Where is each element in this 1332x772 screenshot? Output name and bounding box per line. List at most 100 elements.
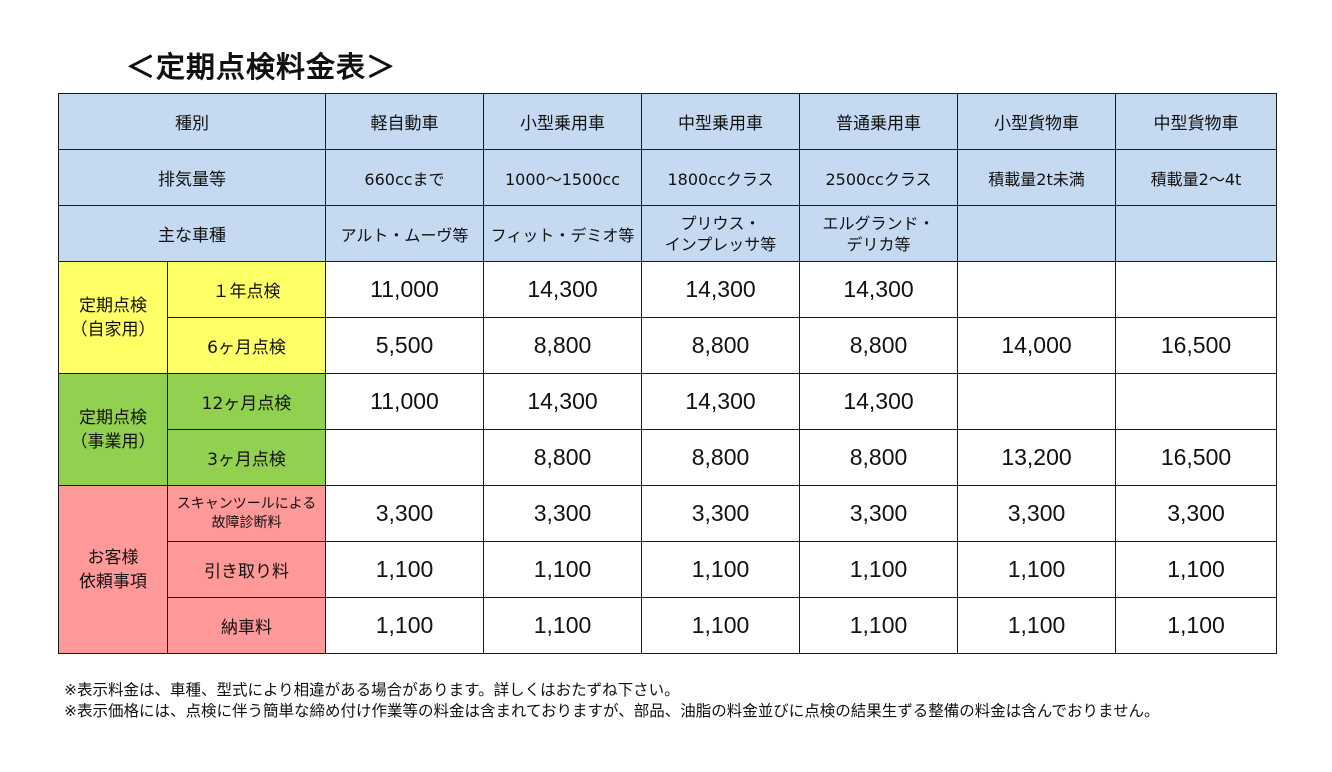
fee-table: 種別 軽自動車 小型乗用車 中型乗用車 普通乗用車 小型貨物車 中型貨物車 排気…: [58, 93, 1277, 654]
models-text-line1: エルグランド・: [822, 213, 935, 233]
group-line2: 依頼事項: [79, 571, 147, 592]
group-line1: 定期点検: [79, 407, 147, 428]
price-cell: 14,300: [483, 373, 642, 430]
group-label-private: 定期点検 （自家用）: [58, 261, 168, 374]
table-row: 引き取り料 1,100 1,100 1,100 1,100 1,100 1,10…: [59, 541, 1277, 598]
table-row: 定期点検 （自家用） １年点検 11,000 14,300 14,300 14,3…: [58, 261, 1277, 374]
row-label: スキャンツールによる 故障診断料: [167, 485, 326, 542]
price-cell: 1,100: [1115, 597, 1277, 654]
price-cell: 1,100: [483, 597, 642, 654]
col-displacement: 積載量2t未満: [957, 149, 1116, 206]
price-cell: [1115, 373, 1277, 430]
price-cell: 1,100: [641, 597, 800, 654]
models-text: フィット・デミオ等: [490, 225, 635, 245]
col-displacement: 660ccまで: [325, 149, 484, 206]
col-models: フィット・デミオ等: [483, 205, 642, 262]
col-displacement: 1800ccクラス: [641, 149, 800, 206]
footnote: ※表示料金は、車種、型式により相違がある場合があります。詳しくはおたずね下さい。: [64, 681, 680, 699]
price-cell: 14,300: [483, 261, 642, 318]
col-header-type: 中型乗用車: [641, 93, 800, 150]
models-text: アルト・ムーヴ等: [340, 225, 469, 245]
footnote: ※表示価格には、点検に伴う簡単な締め付け作業等の料金は含まれておりますが、部品、…: [64, 702, 1160, 720]
price-cell: 1,100: [483, 541, 642, 598]
row-label-line1: スキャンツールによる: [176, 495, 317, 512]
price-cell: 3,300: [325, 485, 484, 542]
price-cell: 16,500: [1115, 429, 1277, 486]
row-label: １年点検: [167, 261, 326, 318]
row-label: 引き取り料: [167, 541, 326, 598]
price-cell: 3,300: [957, 485, 1116, 542]
page-title: ＜定期点検料金表＞: [126, 50, 397, 84]
models-text-line2: デリカ等: [846, 234, 911, 254]
price-cell: 8,800: [483, 429, 642, 486]
price-cell: 1,100: [957, 597, 1116, 654]
col-header-type: 軽自動車: [325, 93, 484, 150]
models-header: 主な車種: [58, 205, 326, 262]
price-cell: 13,200: [957, 429, 1116, 486]
price-cell: 3,300: [1115, 485, 1277, 542]
col-models-empty: [957, 205, 1116, 262]
group-line2: （事業用）: [70, 431, 156, 452]
header-row-models: 主な車種 アルト・ムーヴ等 フィット・デミオ等 プリウス・ インプレッサ等 エルグ…: [58, 205, 1277, 262]
price-cell: [1115, 261, 1277, 318]
col-displacement: 1000～1500cc: [483, 149, 642, 206]
table-row: 納車料 1,100 1,100 1,100 1,100 1,100 1,100: [59, 597, 1277, 654]
group-line1: お客様: [87, 547, 139, 568]
group-line2: （自家用）: [70, 319, 156, 340]
price-cell: 1,100: [799, 541, 958, 598]
price-cell: 14,300: [641, 261, 800, 318]
models-text-line1: プリウス・: [680, 213, 761, 233]
col-displacement: 積載量2～4t: [1115, 149, 1277, 206]
price-cell: 1,100: [799, 597, 958, 654]
price-cell: 1,100: [325, 541, 484, 598]
price-cell: 8,800: [483, 317, 642, 374]
price-cell: 3,300: [641, 485, 800, 542]
col-models: アルト・ムーヴ等: [325, 205, 484, 262]
col-header-type: 中型貨物車: [1115, 93, 1277, 150]
row-label: 3ヶ月点検: [167, 429, 326, 486]
price-cell: 1,100: [641, 541, 800, 598]
price-cell: [957, 261, 1116, 318]
price-cell: 8,800: [799, 317, 958, 374]
group-line1: 定期点検: [79, 295, 147, 316]
row-label: 納車料: [167, 597, 326, 654]
category-header: 種別: [58, 93, 326, 150]
price-cell: 5,500: [325, 317, 484, 374]
displacement-header: 排気量等: [58, 149, 326, 206]
price-cell: 14,300: [641, 373, 800, 430]
models-text-line2: インプレッサ等: [664, 234, 777, 254]
price-cell: 1,100: [957, 541, 1116, 598]
col-displacement: 2500ccクラス: [799, 149, 958, 206]
col-models: エルグランド・ デリカ等: [799, 205, 958, 262]
group-label-customer: お客様 依頼事項: [58, 485, 168, 654]
group-label-business: 定期点検 （事業用）: [58, 373, 168, 486]
price-cell: 16,500: [1115, 317, 1277, 374]
price-cell: 14,300: [799, 373, 958, 430]
row-label: 12ヶ月点検: [167, 373, 326, 430]
price-cell: 1,100: [1115, 541, 1277, 598]
table-row: 3ヶ月点検 8,800 8,800 8,800 13,200 16,500: [59, 429, 1277, 486]
price-cell: 8,800: [641, 317, 800, 374]
col-header-type: 普通乗用車: [799, 93, 958, 150]
col-header-type: 小型貨物車: [957, 93, 1116, 150]
col-models: プリウス・ インプレッサ等: [641, 205, 800, 262]
price-cell: 8,800: [799, 429, 958, 486]
price-cell: 8,800: [641, 429, 800, 486]
col-models-empty: [1115, 205, 1277, 262]
price-cell: 14,000: [957, 317, 1116, 374]
price-cell: 11,000: [325, 373, 484, 430]
price-cell: [325, 429, 484, 486]
footnotes: ※表示料金は、車種、型式により相違がある場合があります。詳しくはおたずね下さい。…: [64, 680, 1284, 722]
header-row-displacement: 排気量等 660ccまで 1000～1500cc 1800ccクラス 2500c…: [58, 149, 1277, 206]
table-row: 6ヶ月点検 5,500 8,800 8,800 8,800 14,000 16,…: [59, 317, 1277, 374]
price-cell: 3,300: [799, 485, 958, 542]
price-cell: [957, 373, 1116, 430]
price-cell: 14,300: [799, 261, 958, 318]
table-row: 定期点検 （事業用） 12ヶ月点検 11,000 14,300 14,300 14…: [58, 373, 1277, 486]
table-row: お客様依頼事項 スキャンツールによる 故障診断料 3,300 3,300 3,30…: [58, 485, 1277, 654]
col-header-type: 小型乗用車: [483, 93, 642, 150]
price-cell: 11,000: [325, 261, 484, 318]
row-label-line2: 故障診断料: [211, 514, 282, 531]
row-label: 6ヶ月点検: [167, 317, 326, 374]
header-row-type: 種別 軽自動車 小型乗用車 中型乗用車 普通乗用車 小型貨物車 中型貨物車: [58, 93, 1277, 150]
